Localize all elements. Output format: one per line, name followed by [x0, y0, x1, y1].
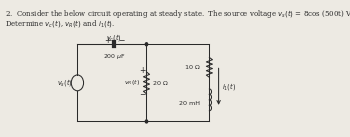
- Text: 200 $\mu$F: 200 $\mu$F: [103, 52, 126, 61]
- Text: 2.  Consider the below circuit operating at steady state.  The source voltage $v: 2. Consider the below circuit operating …: [5, 8, 350, 20]
- Text: 20 mH: 20 mH: [179, 101, 200, 106]
- Text: 20 $\Omega$: 20 $\Omega$: [152, 79, 169, 87]
- Text: $v_c(t)$: $v_c(t)$: [106, 32, 122, 43]
- Text: 10 $\Omega$: 10 $\Omega$: [183, 63, 200, 71]
- Text: +: +: [139, 66, 146, 75]
- Text: +: +: [104, 36, 111, 45]
- Text: $i_1(t)$: $i_1(t)$: [222, 81, 236, 92]
- Text: −: −: [139, 90, 146, 99]
- Text: $v_R(t)$: $v_R(t)$: [124, 78, 140, 87]
- Text: −: −: [118, 36, 124, 45]
- Text: $v_s(t)$: $v_s(t)$: [57, 77, 73, 88]
- Circle shape: [145, 43, 148, 46]
- Text: Determine $v_c(t)$, $v_R(t)$ and $i_1(t)$.: Determine $v_c(t)$, $v_R(t)$ and $i_1(t)…: [5, 18, 115, 28]
- Circle shape: [145, 120, 148, 123]
